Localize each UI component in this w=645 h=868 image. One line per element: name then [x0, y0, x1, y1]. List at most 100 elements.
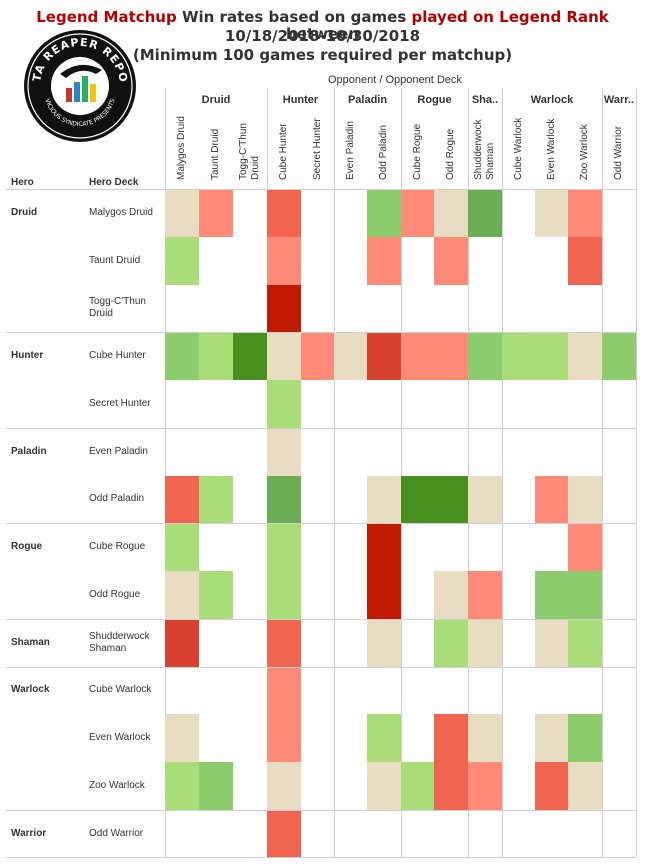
grid-bottom-border	[6, 857, 636, 858]
hero-deck-label: Odd Rogue	[89, 588, 141, 600]
matchup-cell	[199, 571, 233, 619]
matchup-cell	[434, 762, 468, 810]
opponent-deck-label: Even Paladin	[344, 121, 356, 180]
matchup-cell	[267, 762, 301, 810]
matchup-cell	[468, 714, 502, 762]
matchup-cell	[434, 618, 468, 667]
opponent-deck-label: Cube Hunter	[278, 123, 289, 180]
matchup-cell	[535, 475, 568, 524]
matchup-cell	[367, 475, 401, 524]
matchup-cell	[401, 332, 434, 380]
matchup-cell	[165, 571, 199, 619]
opponent-class-druid: Druid	[201, 94, 231, 106]
hero-deck-label: Shudderwock Shaman	[89, 630, 150, 654]
hero-deck-label: Secret Hunter	[89, 397, 151, 409]
matchup-cell	[301, 332, 334, 380]
matchup-cell	[267, 189, 301, 237]
class-divider	[334, 88, 335, 857]
matchup-cell	[165, 189, 199, 237]
matchup-cell	[434, 236, 468, 285]
matchup-cell	[367, 762, 401, 810]
matchup-cell	[267, 618, 301, 667]
matchup-cell	[165, 714, 199, 762]
matchup-cell	[267, 236, 301, 285]
matchup-cell	[535, 189, 568, 237]
matchup-cell	[367, 571, 401, 619]
matchup-cell	[367, 189, 401, 237]
matchup-cell	[568, 523, 602, 571]
title-minimum-games: (Minimum 100 games required per matchup)	[132, 46, 513, 64]
matchup-cell	[367, 618, 401, 667]
matchup-cell	[434, 332, 468, 380]
hero-deck-label: Odd Paladin	[89, 493, 145, 505]
matchup-cell	[267, 332, 301, 380]
matchup-cell	[267, 284, 301, 333]
grid-right-border	[636, 88, 637, 857]
title-date-range: 10/18/2018-10/30/2018	[224, 27, 421, 45]
matchup-cell	[434, 189, 468, 237]
matchup-cell	[267, 475, 301, 524]
opponent-deck-label: Malygos Druid	[176, 116, 187, 180]
matchup-cell	[468, 571, 502, 619]
class-divider	[6, 809, 636, 811]
hero-deck-header: Hero Deck	[89, 177, 139, 188]
opponent-deck-label: Cube Rogue	[411, 123, 423, 180]
title-winrates: Win rates based on games	[176, 8, 412, 26]
hero-class-rogue: Rogue	[11, 541, 43, 553]
matchup-cell	[568, 714, 602, 762]
matchup-cell	[401, 762, 434, 810]
matchup-cell	[199, 189, 233, 237]
matchup-cell	[334, 332, 367, 380]
matchup-cell	[267, 571, 301, 619]
matchup-cell	[233, 332, 267, 380]
matchup-cell	[199, 762, 233, 810]
hero-deck-label: Malygos Druid	[89, 206, 153, 218]
opponent-deck-label: Odd Rogue	[445, 128, 456, 180]
class-divider	[502, 88, 503, 857]
hero-class-warrior: Warrior	[11, 827, 47, 839]
matchup-cell	[165, 762, 199, 810]
hero-class-druid: Druid	[11, 206, 38, 218]
matchup-cell	[367, 332, 401, 380]
class-divider	[468, 88, 469, 857]
matchup-cell	[568, 618, 602, 667]
matchup-cell	[468, 475, 502, 524]
opponent-deck-label: Shudderwock Shaman	[473, 119, 496, 180]
matchup-cell	[568, 475, 602, 524]
class-divider	[6, 523, 636, 525]
hero-class-warlock: Warlock	[11, 684, 50, 696]
matchup-cell	[367, 523, 401, 571]
hero-class-shaman: Shaman	[11, 636, 50, 648]
class-divider	[6, 666, 636, 668]
opponent-class-paladin: Paladin	[347, 94, 388, 106]
matchup-cell	[535, 571, 568, 619]
opponent-class-hunter: Hunter	[282, 94, 319, 106]
opponent-deck-label: Secret Hunter	[311, 118, 323, 180]
class-divider	[6, 618, 636, 620]
matchup-cell	[367, 236, 401, 285]
hero-deck-label: Zoo Warlock	[89, 779, 145, 791]
opponent-deck-label: Odd Paladin	[378, 124, 389, 180]
class-divider	[6, 189, 636, 190]
matchup-cell	[165, 475, 199, 524]
opponent-deck-label: Cube Warlock	[512, 117, 524, 180]
hero-class-hunter: Hunter	[11, 350, 44, 362]
hero-deck-label: Cube Warlock	[89, 684, 152, 696]
matchup-cell	[602, 332, 636, 380]
matchup-cell	[468, 762, 502, 810]
matchup-cell	[568, 762, 602, 810]
class-divider	[602, 88, 603, 857]
opponent-deck-label: Taunt Druid	[210, 128, 221, 180]
matchup-cell	[535, 762, 568, 810]
matchup-cell	[165, 523, 199, 571]
matchup-cell	[434, 475, 468, 524]
matchup-cell	[568, 236, 602, 285]
matchup-cell	[267, 666, 301, 715]
title-legend-matchup: Legend Matchup	[36, 8, 177, 26]
matchup-cell	[401, 475, 434, 524]
matchup-cell	[165, 236, 199, 285]
opponent-deck-label: Togg-C'Thun Druid	[238, 123, 261, 180]
matchup-cell	[535, 618, 568, 667]
hero-deck-label: Even Paladin	[89, 445, 148, 457]
matchup-cell	[434, 714, 468, 762]
